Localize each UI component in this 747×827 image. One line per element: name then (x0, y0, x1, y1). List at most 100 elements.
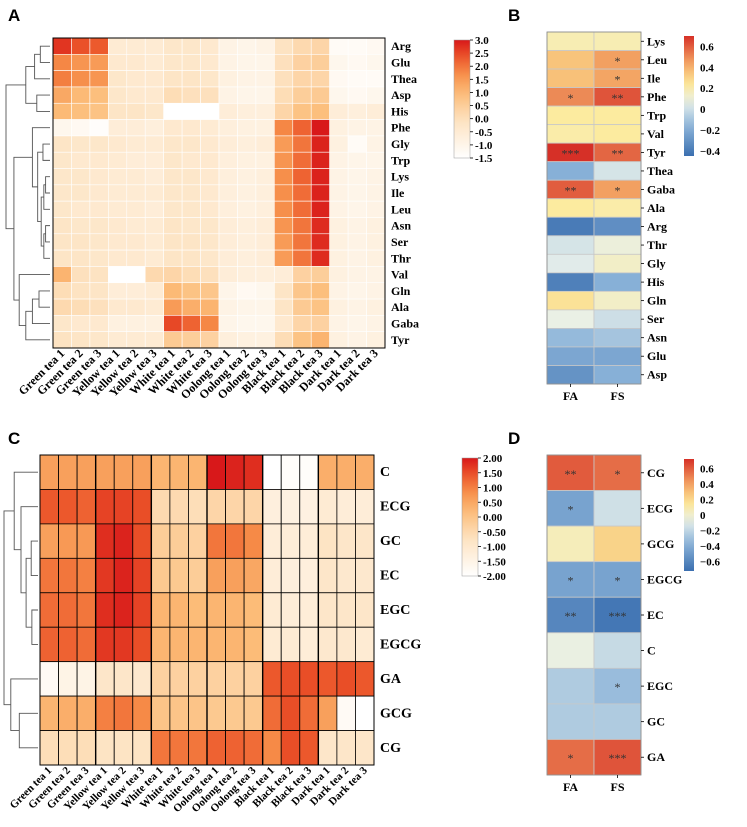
heatmap-cell (126, 249, 146, 267)
heatmap-cell (329, 266, 349, 284)
heatmap-cell (163, 135, 183, 153)
correlation-cell (593, 198, 642, 218)
row-label: Tyr (647, 145, 666, 159)
heatmap-cell (71, 282, 91, 300)
significance-mark: ** (565, 183, 577, 197)
heatmap-cell (144, 266, 164, 284)
heatmap-cell (218, 37, 238, 55)
heatmap-cell (200, 37, 220, 55)
correlation-cell (593, 253, 642, 274)
colorbar-tick-label: 3.0 (475, 35, 489, 47)
heatmap-cell (144, 70, 164, 88)
heatmap-cell (262, 592, 282, 628)
row-dendrogram (3, 471, 38, 749)
heatmap-cell (163, 37, 183, 55)
heatmap-cell (218, 54, 238, 71)
heatmap-cell (218, 282, 238, 300)
heatmap-cell (243, 730, 264, 766)
heatmap-cell (108, 37, 128, 55)
heatmap-cell (163, 151, 183, 169)
heatmap-cell (280, 592, 301, 628)
heatmap-cell (366, 315, 386, 332)
heatmap-cell (188, 592, 208, 628)
heatmap-cell (71, 168, 91, 186)
heatmap-cell (200, 119, 220, 137)
colorbar-tick-label: 0.4 (700, 62, 714, 74)
heatmap-cell (310, 102, 330, 120)
heatmap-cell (299, 730, 319, 766)
heatmap-cell (144, 119, 164, 137)
significance-mark: * (568, 91, 574, 105)
row-label: Gly (647, 257, 666, 271)
heatmap-cell (218, 217, 238, 235)
colorbar-tick-label: 0.6 (700, 41, 714, 53)
heatmap-cell (206, 489, 226, 525)
row-label: Tyr (391, 333, 410, 347)
row-label: Gln (391, 284, 411, 298)
colorbar-tick-label: 0 (700, 104, 706, 116)
heatmap-cell (218, 135, 238, 153)
row-label: Trp (647, 108, 666, 122)
heatmap-cell (76, 557, 97, 594)
heatmap-cell (200, 298, 220, 316)
heatmap-cell (329, 200, 349, 218)
heatmap-cell (237, 200, 257, 218)
significance-mark: *** (609, 609, 627, 623)
heatmap-cell (347, 184, 367, 202)
significance-mark: * (615, 183, 621, 197)
heatmap-cell (108, 298, 128, 316)
heatmap-cell (150, 661, 171, 697)
row-label: C (647, 644, 656, 658)
heatmap-cell (237, 102, 257, 120)
heatmap-cell (89, 184, 109, 202)
heatmap-cell (243, 489, 264, 525)
heatmap-cell (126, 315, 146, 332)
heatmap-cell (71, 37, 91, 55)
heatmap-cell (237, 70, 257, 88)
colorbar-tick-label: 0.4 (700, 479, 714, 491)
row-label: Thr (647, 238, 668, 252)
heatmap-cell (108, 119, 128, 137)
heatmap-cell (71, 151, 91, 169)
heatmap-cell (255, 331, 275, 349)
heatmap-cell (89, 102, 109, 120)
heatmap-cell (347, 102, 367, 120)
row-label: CG (380, 741, 401, 756)
heatmap-cell (329, 282, 349, 300)
heatmap-cell (347, 331, 367, 349)
row-label: Asn (647, 331, 667, 345)
heatmap-cell (225, 557, 245, 594)
heatmap-cell (113, 730, 134, 766)
heatmap-cell (126, 184, 146, 202)
heatmap-cell (237, 315, 257, 332)
correlation-cell (546, 31, 595, 51)
heatmap-cell (150, 523, 171, 559)
heatmap-cell (336, 489, 356, 525)
panel-b: B *** ***** **** *LysLeuIlePheTrpValTyrThea… (508, 6, 721, 403)
colorbar-tick-label: 0.6 (700, 463, 714, 475)
heatmap-cell (52, 119, 72, 137)
heatmap-cell (188, 489, 208, 525)
row-label: Gln (647, 294, 667, 308)
heatmap-cell (355, 626, 375, 663)
row-label: Glu (647, 349, 667, 363)
heatmap-cell (52, 217, 72, 235)
heatmap-cell (292, 233, 312, 251)
heatmap-cell (329, 70, 349, 88)
heatmap-cell (206, 626, 226, 663)
heatmap-cell (280, 557, 301, 594)
heatmap-cell (336, 626, 356, 663)
heatmap-cell (89, 86, 109, 104)
heatmap-cell (329, 331, 349, 349)
heatmap-cell (113, 523, 134, 559)
heatmap-cell (200, 249, 220, 267)
heatmap-cell (200, 217, 220, 235)
row-label: Ile (391, 186, 405, 200)
significance-mark: ** (565, 609, 577, 623)
heatmap-cell (132, 523, 152, 559)
heatmap-cell (52, 102, 72, 120)
correlation-cell (546, 490, 595, 527)
correlation-cell (546, 290, 595, 311)
heatmap-cell (347, 282, 367, 300)
heatmap-cell (126, 266, 146, 284)
